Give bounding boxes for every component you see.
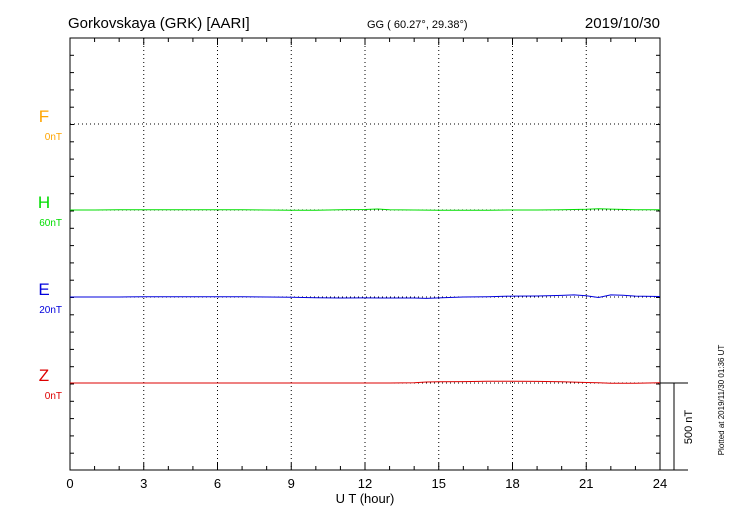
date-label: 2019/10/30 — [585, 15, 660, 32]
x-tick-label: 3 — [140, 476, 147, 491]
series-name-F: F — [39, 107, 49, 126]
station-coords: GG ( 60.27°, 29.38°) — [367, 19, 468, 31]
series-line-Z — [70, 380, 661, 384]
scale-bar-label: 500 nT — [683, 410, 695, 445]
series-line-E — [70, 294, 661, 299]
x-tick-label: 18 — [505, 476, 519, 491]
series-labels: F 0nT H 60nT E 20nT Z 0nT — [38, 107, 62, 402]
x-tick-label: 6 — [214, 476, 221, 491]
plotted-timestamp: Plotted at 2019/11/30 01:36 UT — [717, 345, 726, 456]
x-tick-label: 21 — [579, 476, 593, 491]
scale-bar: 500 nT — [660, 382, 695, 471]
x-tick-label: 24 — [653, 476, 667, 491]
x-tick-label: 0 — [66, 476, 73, 491]
series-offset-Z: 0nT — [45, 391, 62, 402]
plot-grid — [70, 38, 660, 470]
x-tick-label: 9 — [288, 476, 295, 491]
x-tick-label: 12 — [358, 476, 372, 491]
series-name-Z: Z — [39, 366, 49, 385]
x-axis-label: U T (hour) — [336, 491, 395, 506]
series-line-H — [70, 208, 661, 211]
station-title: Gorkovskaya (GRK) [AARI] — [68, 15, 250, 32]
series-name-E: E — [38, 280, 49, 299]
x-tick-label: 15 — [432, 476, 446, 491]
x-axis: 0 3 6 9 12 15 18 21 24 — [66, 37, 667, 491]
series-layer — [70, 208, 661, 384]
series-name-H: H — [38, 193, 50, 212]
series-offset-H: 60nT — [39, 218, 62, 229]
series-offset-F: 0nT — [45, 132, 62, 143]
series-offset-E: 20nT — [39, 305, 62, 316]
